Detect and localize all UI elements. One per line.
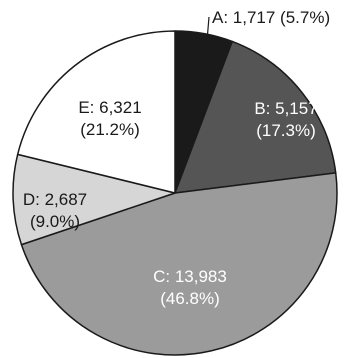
pie-slice-b xyxy=(174,40,337,194)
slice-label-a: A: 1,717 (5.7%) xyxy=(212,8,330,27)
slice-label-c: C: 13,983 xyxy=(153,267,227,286)
slice-label-e: E: 6,321 xyxy=(78,98,141,117)
slice-label-d: D: 2,687 xyxy=(23,190,87,209)
pie-slice-d xyxy=(12,153,176,246)
slice-percent-d: (9.0%) xyxy=(30,212,80,231)
pie-labels: A: 1,717 (5.7%) B: 5,157 (17.3%) C: 13,983 (… xyxy=(23,8,330,308)
slice-percent-b: (17.3%) xyxy=(256,121,316,140)
slice-percent-e: (21.2%) xyxy=(80,120,140,139)
pie-slices xyxy=(12,30,338,356)
slice-label-b: B: 5,157 xyxy=(254,99,317,118)
pie-slice-e xyxy=(16,30,176,194)
leader-line-a xyxy=(206,16,210,35)
slice-percent-c: (46.8%) xyxy=(160,289,220,308)
